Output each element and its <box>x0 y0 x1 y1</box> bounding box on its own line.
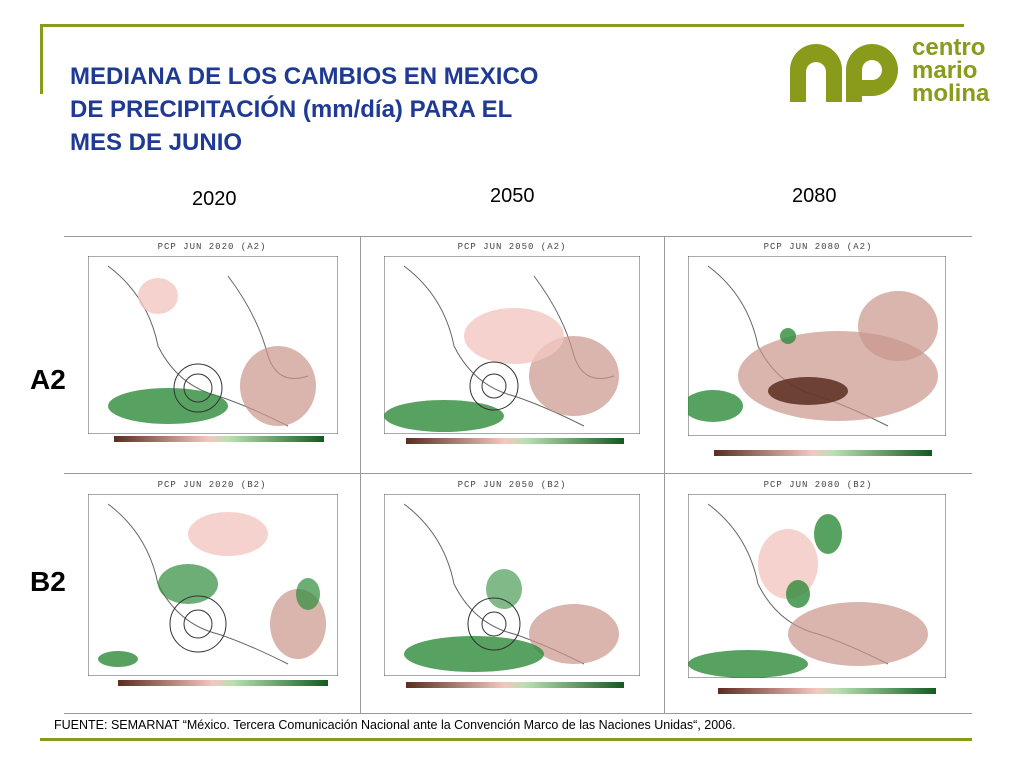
map-title: PCP JUN 2080 (A2) <box>763 242 873 252</box>
title-line-3: MES DE JUNIO <box>70 129 243 156</box>
precipitation-map-icon <box>88 256 338 434</box>
grid-line-bottom <box>64 713 972 714</box>
logo-line-1: centro <box>912 34 986 61</box>
map-title: PCP JUN 2050 (B2) <box>457 480 567 490</box>
colorbar-icon <box>114 436 324 442</box>
map-title: PCP JUN 2050 (A2) <box>457 242 567 252</box>
map-2080-a2: PCP JUN 2080 (A2) <box>666 240 970 470</box>
logo-line-3: molina <box>912 80 990 107</box>
year-label-2050: 2050 <box>490 185 535 207</box>
logo-text: centro mario molina <box>912 34 990 107</box>
source-citation: FUENTE: SEMARNAT “México. Tercera Comuni… <box>54 718 736 732</box>
year-label-2080: 2080 <box>792 185 837 207</box>
map-title: PCP JUN 2080 (B2) <box>763 480 873 490</box>
grid-line-col-2 <box>664 236 665 713</box>
frame-top-border <box>40 24 964 27</box>
title-line-1: MEDIANA DE LOS CAMBIOS EN MEXICO <box>70 63 539 90</box>
precipitation-map-icon <box>384 256 640 434</box>
map-title: PCP JUN 2020 (A2) <box>157 242 267 252</box>
precipitation-map-icon <box>688 256 946 436</box>
grid-line-col-1 <box>360 236 361 713</box>
precipitation-map-icon <box>88 494 338 676</box>
logo-line-2: mario <box>912 57 978 84</box>
map-2050-b2: PCP JUN 2050 (B2) <box>362 478 662 710</box>
colorbar-icon <box>714 450 932 456</box>
precipitation-map-icon <box>384 494 640 676</box>
frame-left-border <box>40 24 43 94</box>
colorbar-icon <box>406 438 624 444</box>
title-line-2: DE PRECIPITACIÓN (mm/día) PARA EL <box>70 96 513 123</box>
map-2080-b2: PCP JUN 2080 (B2) <box>666 478 970 710</box>
year-label-2020: 2020 <box>192 188 237 210</box>
colorbar-icon <box>406 682 624 688</box>
colorbar-icon <box>118 680 328 686</box>
map-2020-b2: PCP JUN 2020 (B2) <box>66 478 358 710</box>
precipitation-map-icon <box>688 494 946 678</box>
page-title: MEDIANA DE LOS CAMBIOS EN MEXICO DE PREC… <box>70 60 670 159</box>
colorbar-icon <box>718 688 936 694</box>
grid-line-middle <box>64 473 972 474</box>
centro-mario-molina-logo-icon <box>790 44 898 102</box>
row-label-a2: A2 <box>30 364 66 395</box>
grid-line-top <box>64 236 972 237</box>
frame-bottom-border <box>40 738 972 741</box>
row-label-b2: B2 <box>30 566 66 597</box>
map-2050-a2: PCP JUN 2050 (A2) <box>362 240 662 470</box>
map-title: PCP JUN 2020 (B2) <box>157 480 267 490</box>
map-2020-a2: PCP JUN 2020 (A2) <box>66 240 358 470</box>
